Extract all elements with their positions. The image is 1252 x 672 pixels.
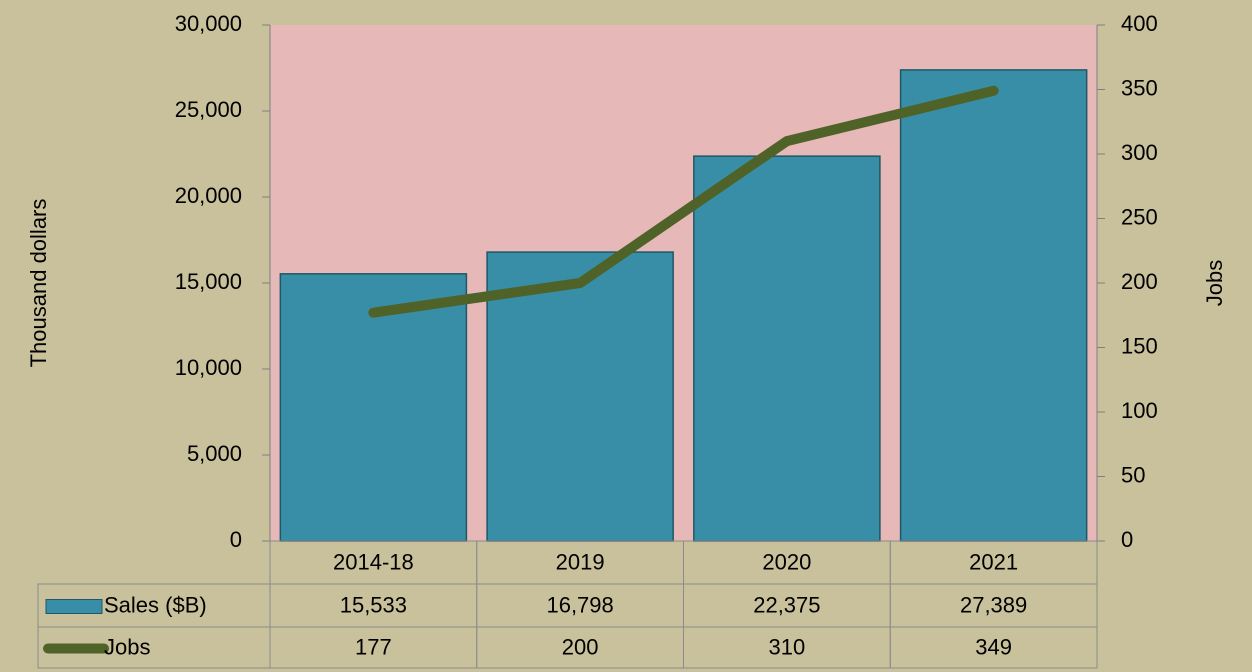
- data-label: 22,375: [753, 592, 820, 617]
- table-cell: [889, 626, 1098, 669]
- bar: [899, 69, 1088, 542]
- y2-tick-label: 400: [1121, 11, 1158, 36]
- y2-tick-label: 0: [1121, 527, 1133, 552]
- y-tick-label: 25,000: [175, 97, 242, 122]
- x-tick-label: 2021: [969, 549, 1018, 574]
- data-label: 177: [355, 634, 392, 659]
- bar: [279, 273, 468, 542]
- data-label: 27,389: [960, 592, 1027, 617]
- y-tick-label: 10,000: [175, 355, 242, 380]
- y2-tick-label: 300: [1121, 140, 1158, 165]
- y-tick-label: 30,000: [175, 11, 242, 36]
- line: [368, 85, 999, 318]
- y2-tick-label: 350: [1121, 75, 1158, 100]
- y2-tick-label: 150: [1121, 333, 1158, 358]
- legend-key: [45, 599, 103, 614]
- data-label: 15,533: [340, 592, 407, 617]
- legend-label: Sales ($B): [104, 592, 207, 617]
- data-label: 349: [975, 634, 1012, 659]
- y2-tick-label: 100: [1121, 398, 1158, 423]
- x-tick-label: 2020: [762, 549, 811, 574]
- y-tick-label: 0: [230, 527, 242, 552]
- y2-tick-label: 250: [1121, 204, 1158, 229]
- y2-tick-label: 200: [1121, 269, 1158, 294]
- y-tick-label: 15,000: [175, 269, 242, 294]
- data-label: 200: [562, 634, 599, 659]
- y-tick-label: 5,000: [187, 441, 242, 466]
- y-tick-label: 20,000: [175, 183, 242, 208]
- y2-tick-label: 50: [1121, 462, 1145, 487]
- bar: [486, 251, 674, 542]
- legend-label: Jobs: [104, 634, 150, 659]
- data-label: 16,798: [546, 592, 613, 617]
- x-tick-label: 2014-18: [333, 549, 414, 574]
- bar: [693, 155, 881, 542]
- y2-axis-title: Jobs: [1202, 260, 1227, 306]
- y-axis-title: Thousand dollars: [26, 199, 51, 368]
- x-tick-label: 2019: [556, 549, 605, 574]
- data-label: 310: [769, 634, 806, 659]
